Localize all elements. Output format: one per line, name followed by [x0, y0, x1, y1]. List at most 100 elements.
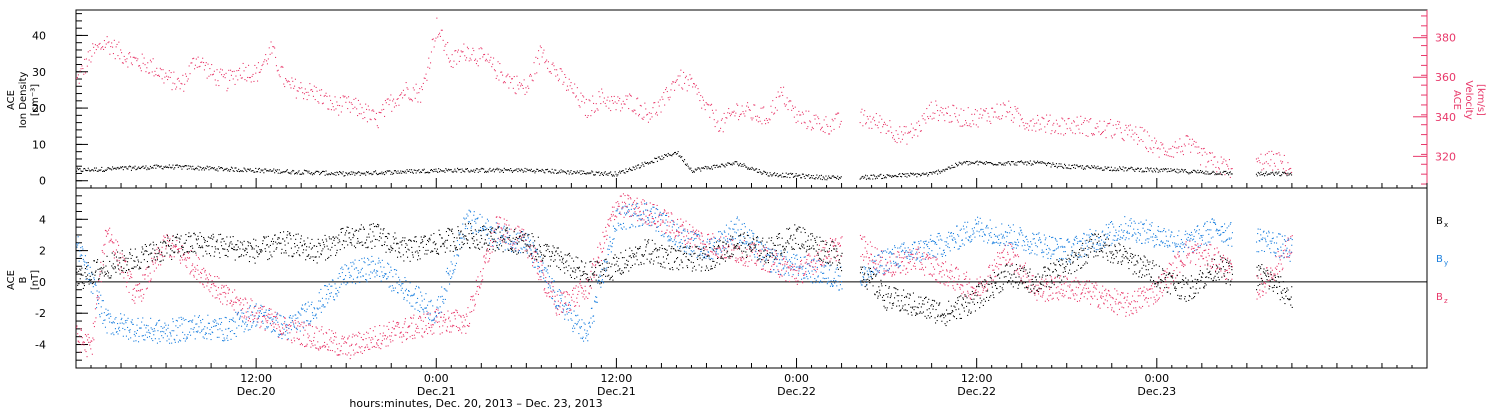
density-point: [373, 171, 375, 173]
density-point: [550, 172, 552, 174]
bz-point: [592, 264, 594, 266]
density-point: [394, 170, 396, 172]
bz-point: [129, 271, 131, 273]
bz-point: [1225, 269, 1227, 271]
velocity-point: [224, 77, 226, 79]
density-point: [1210, 172, 1212, 174]
velocity-point: [341, 105, 343, 107]
velocity-point: [302, 92, 304, 94]
bz-point: [627, 198, 629, 200]
bz-point: [594, 265, 596, 267]
bz-point: [490, 245, 492, 247]
density-point: [94, 169, 96, 171]
bz-point: [1203, 258, 1205, 260]
density-point: [668, 154, 670, 156]
velocity-point: [203, 62, 205, 64]
bz-point: [955, 268, 957, 270]
velocity-point: [176, 86, 178, 88]
bz-point: [1208, 255, 1210, 257]
velocity-point: [740, 113, 742, 115]
bz-point: [446, 330, 448, 332]
density-point: [372, 173, 374, 175]
density-point: [1066, 167, 1068, 169]
density-point: [963, 161, 965, 163]
bz-point: [206, 277, 208, 279]
velocity-point: [106, 36, 108, 38]
bz-point: [836, 255, 838, 257]
bz-point: [952, 285, 954, 287]
bz-point: [803, 274, 805, 276]
density-point: [829, 177, 831, 179]
density-point: [342, 171, 344, 173]
bz-point: [995, 275, 997, 277]
bz-point: [247, 308, 249, 310]
bz-point: [317, 341, 319, 343]
velocity-point: [756, 115, 758, 117]
velocity-point: [276, 70, 278, 72]
velocity-point: [690, 78, 692, 80]
bz-point: [816, 268, 818, 270]
density-point: [398, 172, 400, 174]
density-point: [1196, 172, 1198, 174]
density-point: [837, 175, 839, 177]
bz-point: [88, 341, 90, 343]
bz-point: [1021, 280, 1023, 282]
velocity-point: [379, 112, 381, 114]
bz-point: [808, 253, 810, 255]
density-point: [384, 171, 386, 173]
density-point: [1069, 168, 1071, 170]
density-point: [998, 162, 1000, 164]
by-point: [89, 266, 91, 268]
density-point: [913, 174, 915, 176]
bz-point: [758, 244, 760, 246]
bz-point: [306, 343, 308, 345]
density-point: [1022, 162, 1024, 164]
velocity-point: [618, 100, 620, 102]
by-point: [83, 260, 85, 262]
velocity-point: [158, 74, 160, 76]
bz-point: [504, 236, 506, 238]
bz-point: [1222, 260, 1224, 262]
density-point: [958, 161, 960, 163]
velocity-point: [376, 125, 378, 127]
velocity-point: [1189, 138, 1191, 140]
velocity-point: [1177, 147, 1179, 149]
by-point: [96, 307, 98, 309]
density-point: [397, 170, 399, 172]
velocity-point: [1073, 121, 1075, 123]
bz-point: [755, 262, 757, 264]
bz-point: [1218, 251, 1220, 253]
bz-point: [179, 251, 181, 253]
bz-point: [689, 224, 691, 226]
bz-point: [1258, 294, 1260, 296]
bz-point: [948, 281, 950, 283]
velocity-point: [688, 84, 690, 86]
bz-point: [896, 263, 898, 265]
velocity-point: [774, 107, 776, 109]
bz-point: [534, 258, 536, 260]
bz-point: [726, 250, 728, 252]
bz-point: [552, 295, 554, 297]
bz-point: [519, 229, 521, 231]
density-point: [938, 171, 940, 173]
bz-point: [869, 260, 871, 262]
bz-point: [279, 329, 281, 331]
bz-point: [694, 244, 696, 246]
velocity-point: [766, 119, 768, 121]
velocity-point: [1102, 131, 1104, 133]
density-point: [92, 169, 94, 171]
bz-point: [514, 248, 516, 250]
bz-point: [1099, 307, 1101, 309]
density-point: [912, 172, 914, 174]
velocity-point: [1173, 156, 1175, 158]
bz-point: [247, 320, 249, 322]
density-point: [221, 167, 223, 169]
bz-point: [92, 322, 94, 324]
bz-point: [388, 321, 390, 323]
density-point: [835, 177, 837, 179]
bz-point: [1105, 295, 1107, 297]
bz-point: [998, 263, 1000, 265]
bz-point: [560, 291, 562, 293]
density-point: [910, 173, 912, 175]
velocity-point: [662, 98, 664, 100]
